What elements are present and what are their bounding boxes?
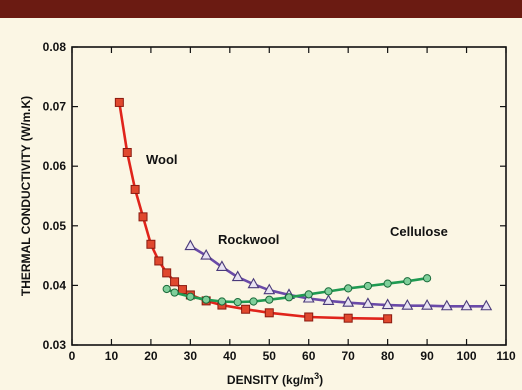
wool-point (138, 212, 148, 222)
cellulose-point (324, 287, 333, 296)
cellulose-point (202, 295, 211, 304)
rockwool-series-label: Rockwool (218, 232, 279, 247)
rockwool-point (480, 299, 493, 311)
cellulose-point (233, 297, 242, 307)
rockwool-point (361, 297, 374, 308)
cellulose-point (284, 293, 294, 302)
y-tick-label: 0.07 (43, 100, 67, 114)
wool-point (264, 308, 274, 318)
rockwool-point (263, 283, 276, 295)
y-axis-label: THERMAL CONDUCTIVITY (W/m.K) (19, 96, 33, 296)
wool-point (154, 256, 164, 266)
cellulose-point (249, 297, 258, 306)
rockwool-point (401, 299, 414, 310)
x-axis-label-main: DENSITY (kg/m (227, 373, 314, 387)
cellulose-point (304, 290, 313, 299)
x-tick-label: 60 (302, 349, 316, 363)
y-tick-label: 0.03 (43, 338, 67, 352)
x-tick-label: 50 (263, 349, 277, 363)
wool-point (114, 97, 124, 107)
wool-point (383, 314, 393, 324)
wool-point (177, 285, 187, 295)
y-tick-label: 0.08 (43, 40, 67, 54)
x-tick-label: 20 (144, 349, 158, 363)
wool-point (304, 312, 314, 322)
x-tick-label: 100 (457, 349, 477, 363)
y-tick-label: 0.05 (43, 219, 67, 233)
rockwool-point (200, 248, 213, 260)
axes: 0 10 20 30 40 50 60 70 80 90 100 110 0.03 0.04 0.05 0.0… (43, 40, 516, 363)
x-tick-label: 70 (342, 349, 356, 363)
top-banner (0, 0, 522, 18)
rockwool-point (421, 299, 434, 310)
rockwool-point (460, 299, 473, 311)
cellulose-point (363, 281, 373, 291)
x-tick-label: 110 (496, 349, 516, 363)
x-axis-label: DENSITY (kg/m3) (227, 371, 323, 387)
wool-point (146, 239, 156, 249)
rockwool-point (247, 277, 260, 289)
wool-point (343, 313, 353, 323)
x-tick-label: 0 (69, 349, 76, 363)
wool-point (162, 268, 172, 278)
rockwool-point (231, 270, 244, 282)
cellulose-point (170, 288, 179, 297)
x-tick-label: 30 (184, 349, 198, 363)
rockwool-point (381, 298, 394, 310)
cellulose-line (165, 276, 429, 304)
plot-frame (71, 46, 507, 346)
wool-point (241, 304, 251, 314)
rockwool-point (215, 260, 228, 271)
wool-point (130, 184, 140, 194)
x-tick-label: 80 (381, 349, 395, 363)
y-tick-label: 0.06 (43, 159, 67, 173)
cellulose-point (422, 274, 432, 283)
rockwool-point (322, 294, 335, 305)
series-layer (114, 97, 493, 324)
cellulose-point (265, 295, 274, 304)
x-axis-label-sup: 3 (314, 371, 319, 381)
wool-point (170, 277, 180, 287)
x-tick-label: 10 (105, 349, 119, 363)
cellulose-point (403, 277, 412, 286)
x-axis-label-suffix: ) (319, 373, 323, 387)
wool-series-label: Wool (146, 152, 178, 167)
cellulose-point (383, 279, 392, 288)
rockwool-point (342, 296, 355, 307)
y-tick-label: 0.04 (43, 278, 67, 292)
cellulose-point (162, 284, 171, 294)
rockwool-point (184, 239, 197, 251)
rockwool-series (184, 239, 493, 311)
cellulose-point (344, 284, 353, 293)
wool-point (122, 147, 132, 157)
cellulose-point (217, 297, 227, 306)
cellulose-series-label: Cellulose (390, 224, 448, 239)
rockwool-point (440, 299, 453, 311)
x-tick-label: 40 (223, 349, 237, 363)
labels-layer: THERMAL CONDUCTIVITY (W/m.K) DENSITY (kg… (19, 96, 448, 387)
x-tick-label: 90 (420, 349, 434, 363)
cellulose-point (186, 292, 195, 301)
cellulose-series (162, 274, 432, 307)
